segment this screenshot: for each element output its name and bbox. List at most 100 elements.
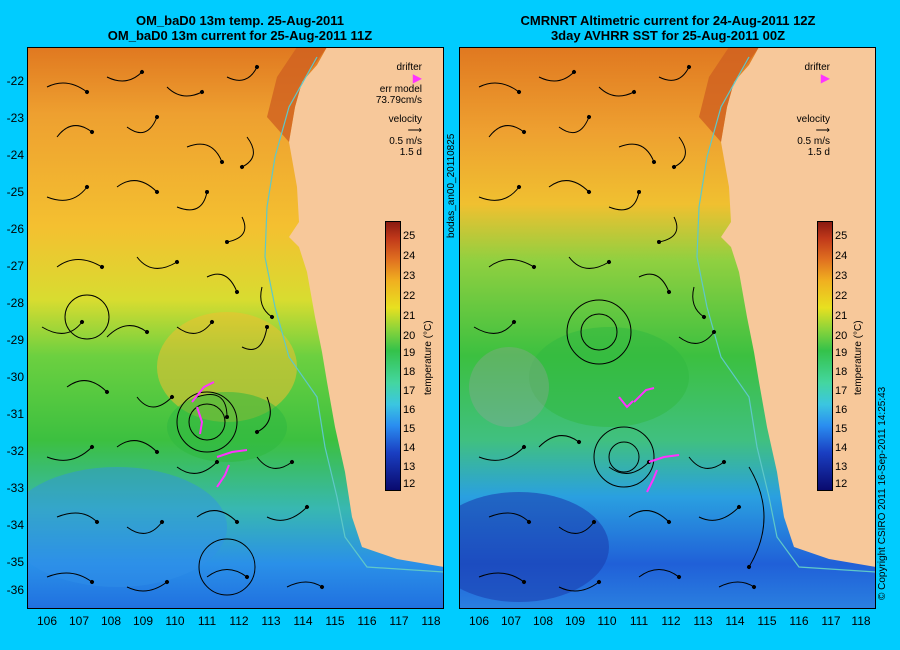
x-label: 108 xyxy=(100,614,122,628)
x-label: 110 xyxy=(165,614,185,628)
x-label: 107 xyxy=(68,614,90,628)
y-label: -26 xyxy=(6,222,24,236)
colorbar-tick: 25 xyxy=(835,230,848,242)
colorbar-tick: 12 xyxy=(835,478,848,490)
y-label: -24 xyxy=(6,148,24,162)
x-label: 106 xyxy=(36,614,58,628)
colorbar-right xyxy=(817,221,833,491)
colorbar-tick: 15 xyxy=(835,423,848,435)
colorbar-tick: 13 xyxy=(835,461,848,473)
colorbar-tick: 13 xyxy=(403,461,416,473)
colorbar-tick: 12 xyxy=(403,478,416,490)
x-label: 117 xyxy=(821,614,841,628)
colorbar-left xyxy=(385,221,401,491)
colorbar-tick: 16 xyxy=(403,404,416,416)
colorbar-tick: 21 xyxy=(835,310,848,322)
legend-drifter-label: drifter xyxy=(396,62,422,73)
y-label: -23 xyxy=(6,111,24,125)
colorbar-tick: 16 xyxy=(835,404,848,416)
drifter-arrow-icon: ▶ xyxy=(412,71,422,85)
legend-velocity-label: velocity xyxy=(388,114,422,125)
y-label: -22 xyxy=(6,74,24,88)
x-label: 112 xyxy=(229,614,249,628)
y-label: -32 xyxy=(6,444,24,458)
y-label: -25 xyxy=(6,185,24,199)
colorbar-left-unit: temperature (°C) xyxy=(423,320,434,395)
colorbar-tick: 24 xyxy=(835,250,848,262)
colorbar-tick: 17 xyxy=(835,385,848,397)
colorbar-tick: 20 xyxy=(403,330,416,342)
colorbar-tick: 25 xyxy=(403,230,416,242)
drifter-tracks-left xyxy=(191,381,248,488)
colorbar-tick: 14 xyxy=(403,442,416,454)
x-label: 106 xyxy=(468,614,490,628)
y-label: -28 xyxy=(6,296,24,310)
legend-err-model: err model xyxy=(379,84,422,95)
y-label: -31 xyxy=(6,407,24,421)
colorbar-tick: 23 xyxy=(403,270,416,282)
drifter-tracks-right xyxy=(618,387,680,493)
left-title-line2: OM_baD0 13m current for 25-Aug-2011 11Z xyxy=(107,28,373,43)
colorbar-tick: 22 xyxy=(835,290,848,302)
colorbar-tick: 17 xyxy=(403,385,416,397)
land-right xyxy=(721,47,876,567)
x-label: 112 xyxy=(661,614,681,628)
right-map-panel xyxy=(459,47,876,609)
y-label: -29 xyxy=(6,333,24,347)
x-label: 115 xyxy=(325,614,345,628)
colorbar-tick: 19 xyxy=(835,347,848,359)
left-legend: drifter ▶ err model 73.79cm/s velocity ⟶… xyxy=(352,62,422,158)
colorbar-tick: 14 xyxy=(835,442,848,454)
x-label: 118 xyxy=(851,614,871,628)
side-run-label: bodas_an00_20110825 xyxy=(446,133,457,238)
colorbar-tick: 20 xyxy=(835,330,848,342)
velocity-arrow-icon: ⟶ xyxy=(407,125,422,136)
velocity-arrow-icon: ⟶ xyxy=(815,125,830,136)
x-label: 107 xyxy=(500,614,522,628)
x-label: 109 xyxy=(132,614,154,628)
right-title-line1: CMRNRT Altimetric current for 24-Aug-201… xyxy=(520,13,816,28)
x-label: 108 xyxy=(532,614,554,628)
legend-velocity-speed: 0.5 m/s xyxy=(389,136,422,147)
x-label: 114 xyxy=(725,614,745,628)
colorbar-tick: 15 xyxy=(403,423,416,435)
legend-velocity-duration: 1.5 d xyxy=(807,147,830,158)
x-label: 110 xyxy=(597,614,617,628)
copyright-text: © Copyright CSIRO 2011 16-Sep-2011 14:25… xyxy=(877,386,888,600)
colorbar-tick: 22 xyxy=(403,290,416,302)
x-label: 116 xyxy=(357,614,377,628)
x-label: 114 xyxy=(293,614,313,628)
right-title-line2: 3day AVHRR SST for 25-Aug-2011 00Z xyxy=(550,28,786,43)
right-legend: drifter ▶ velocity ⟶ 0.5 m/s 1.5 d xyxy=(770,62,830,158)
x-label: 109 xyxy=(564,614,586,628)
drifter-arrow-icon: ▶ xyxy=(820,71,830,85)
colorbar-tick: 24 xyxy=(403,250,416,262)
x-label: 111 xyxy=(197,614,217,628)
y-label: -34 xyxy=(6,518,24,532)
x-label: 111 xyxy=(629,614,649,628)
colorbar-tick: 23 xyxy=(835,270,848,282)
legend-err-value: 73.79cm/s xyxy=(375,95,422,106)
colorbar-right-unit: temperature (°C) xyxy=(853,320,864,395)
colorbar-tick: 18 xyxy=(835,366,848,378)
x-label: 115 xyxy=(757,614,777,628)
y-label: -33 xyxy=(6,481,24,495)
legend-drifter-label: drifter xyxy=(804,62,830,73)
x-label: 117 xyxy=(389,614,409,628)
y-label: -30 xyxy=(6,370,24,384)
legend-velocity-label: velocity xyxy=(796,114,830,125)
legend-velocity-duration: 1.5 d xyxy=(399,147,422,158)
legend-velocity-speed: 0.5 m/s xyxy=(797,136,830,147)
colorbar-tick: 19 xyxy=(403,347,416,359)
left-title-line1: OM_baD0 13m temp. 25-Aug-2011 xyxy=(135,13,345,28)
x-label: 113 xyxy=(693,614,713,628)
x-label: 118 xyxy=(421,614,441,628)
land-left xyxy=(289,47,444,567)
left-map-panel xyxy=(27,47,444,609)
y-label: -27 xyxy=(6,259,24,273)
x-label: 116 xyxy=(789,614,809,628)
y-label: -36 xyxy=(6,583,24,597)
colorbar-tick: 18 xyxy=(403,366,416,378)
x-label: 113 xyxy=(261,614,281,628)
y-label: -35 xyxy=(6,555,24,569)
